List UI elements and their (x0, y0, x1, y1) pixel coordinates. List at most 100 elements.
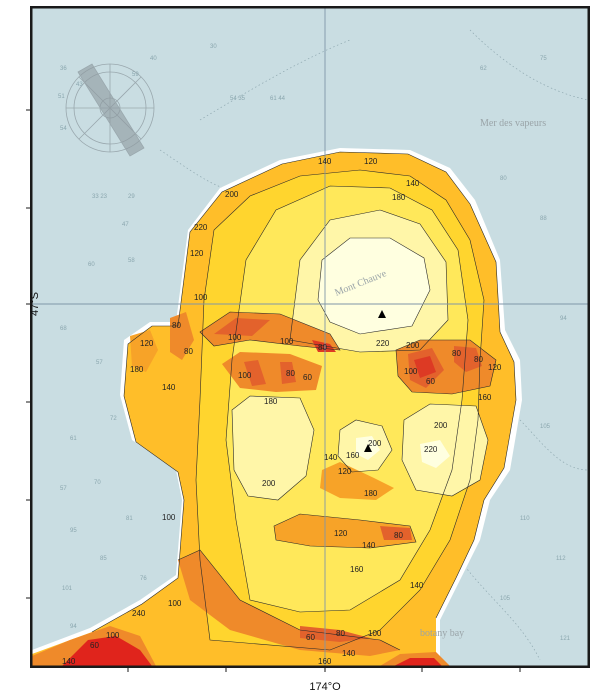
sounding: 43 (76, 82, 83, 88)
sounding: 57 (60, 486, 67, 492)
sounding: 40 (150, 56, 157, 62)
contour-label: 60 (306, 633, 315, 642)
contour-label: 140 (62, 657, 76, 666)
contour-label: 120 (488, 363, 502, 372)
sounding: 57 (96, 360, 103, 366)
contour-label: 180 (364, 489, 378, 498)
sounding: 33 23 (92, 194, 108, 200)
contour-lines (91, 151, 517, 651)
sounding: 112 (556, 556, 566, 562)
contour-label: 140 (318, 157, 332, 166)
latitude-label: 47°S (29, 292, 41, 316)
sounding: 105 (500, 596, 511, 602)
sounding: 59 (132, 72, 139, 78)
depression-eye-left-core2 (280, 362, 296, 384)
terrain-cheek-right-peak (420, 440, 450, 468)
place-name-sea: Mer des vapeurs (480, 118, 546, 129)
sounding: 94 (560, 316, 567, 322)
contour-label: 180 (392, 193, 406, 202)
contour-label: 80 (184, 347, 193, 356)
sounding: 68 (60, 326, 67, 332)
contour-label: 100 (194, 293, 208, 302)
depression-temple-left (170, 312, 194, 360)
sounding: 51 (58, 94, 65, 100)
contour-label: 120 (338, 467, 352, 476)
soundings: 36 43 51 54 40 59 30 54 35 61 44 33 23 2… (58, 44, 571, 642)
contour-label: 100 (404, 367, 418, 376)
contour-label: 220 (424, 445, 438, 454)
contour-label: 200 (368, 439, 382, 448)
sounding: 36 (60, 66, 67, 72)
depression-mouth-core (380, 526, 412, 540)
nose-summit-marker-icon (364, 444, 372, 452)
sounding: 62 (480, 66, 487, 72)
longitude-label: 174°O (309, 681, 341, 693)
contour-label: 160 (346, 451, 360, 460)
depression-eye-left-core (244, 360, 266, 386)
contour-label-group: 140 120 140 180 200 220 120 100 80 80 12… (62, 157, 502, 666)
sounding: 110 (520, 516, 530, 522)
sounding: 30 (210, 44, 217, 50)
contour-label: 80 (394, 531, 403, 540)
contour-label: 140 (324, 453, 338, 462)
contour-label: 220 (376, 339, 390, 348)
sounding: 94 (70, 624, 77, 630)
contour-label: 180 (264, 397, 278, 406)
contour-label: 100 (162, 513, 176, 522)
sounding: 101 (62, 586, 73, 592)
sounding: 105 (540, 424, 551, 430)
depression-jaw (178, 550, 400, 656)
terrain-cheek-left (232, 396, 314, 500)
sounding: 61 44 (270, 96, 286, 102)
shoulder-left-peak (62, 636, 152, 666)
contour-label: 100 (238, 371, 252, 380)
contour-label: 60 (303, 373, 312, 382)
contour-label: 240 (132, 609, 146, 618)
compass-rose-icon (65, 63, 155, 157)
sounding: 80 (500, 176, 507, 182)
contour-label: 180 (130, 365, 144, 374)
map-frame (26, 6, 590, 672)
sounding: 58 (128, 258, 135, 264)
depression-eye-right-deep (414, 356, 436, 378)
depression-eye-right-outer (454, 346, 482, 372)
contour-label: 140 (410, 581, 424, 590)
contour-label: 160 (478, 393, 492, 402)
contour-label: 100 (106, 631, 120, 640)
sounding: 29 (128, 194, 135, 200)
contour-label: 220 (194, 223, 208, 232)
contour-label: 80 (318, 343, 327, 352)
contour-label: 60 (426, 377, 435, 386)
contour-label: 100 (228, 333, 242, 342)
contour-label: 80 (172, 321, 181, 330)
sounding: 47 (122, 222, 129, 228)
sounding: 88 (540, 216, 547, 222)
terrain-220 (318, 238, 430, 334)
contour-label: 100 (168, 599, 182, 608)
contour-label: 100 (368, 629, 382, 638)
sounding: 95 (70, 528, 77, 534)
terrain-layers (32, 148, 522, 666)
contour-label: 160 (318, 657, 332, 666)
depression-jaw-core (300, 626, 370, 642)
sounding: 54 (60, 126, 67, 132)
depression-brow-left-core (214, 318, 270, 336)
depression-nose-base (320, 462, 394, 500)
contour-label: 140 (406, 179, 420, 188)
contour-label: 80 (474, 355, 483, 364)
contour-label: 80 (336, 629, 345, 638)
depth-lines (159, 29, 589, 661)
contour-label: 120 (364, 157, 378, 166)
sounding: 121 (560, 636, 571, 642)
contour-label: 200 (406, 341, 420, 350)
contour-label: 120 (190, 249, 204, 258)
sounding: 72 (110, 416, 117, 422)
contour-label: 100 (280, 337, 294, 346)
sounding: 54 35 (230, 96, 246, 102)
sounding: 81 (126, 516, 133, 522)
shoulder-right-peak (394, 658, 442, 666)
contour-label: 120 (140, 339, 154, 348)
sounding: 60 (88, 262, 95, 268)
contour-label: 140 (362, 541, 376, 550)
